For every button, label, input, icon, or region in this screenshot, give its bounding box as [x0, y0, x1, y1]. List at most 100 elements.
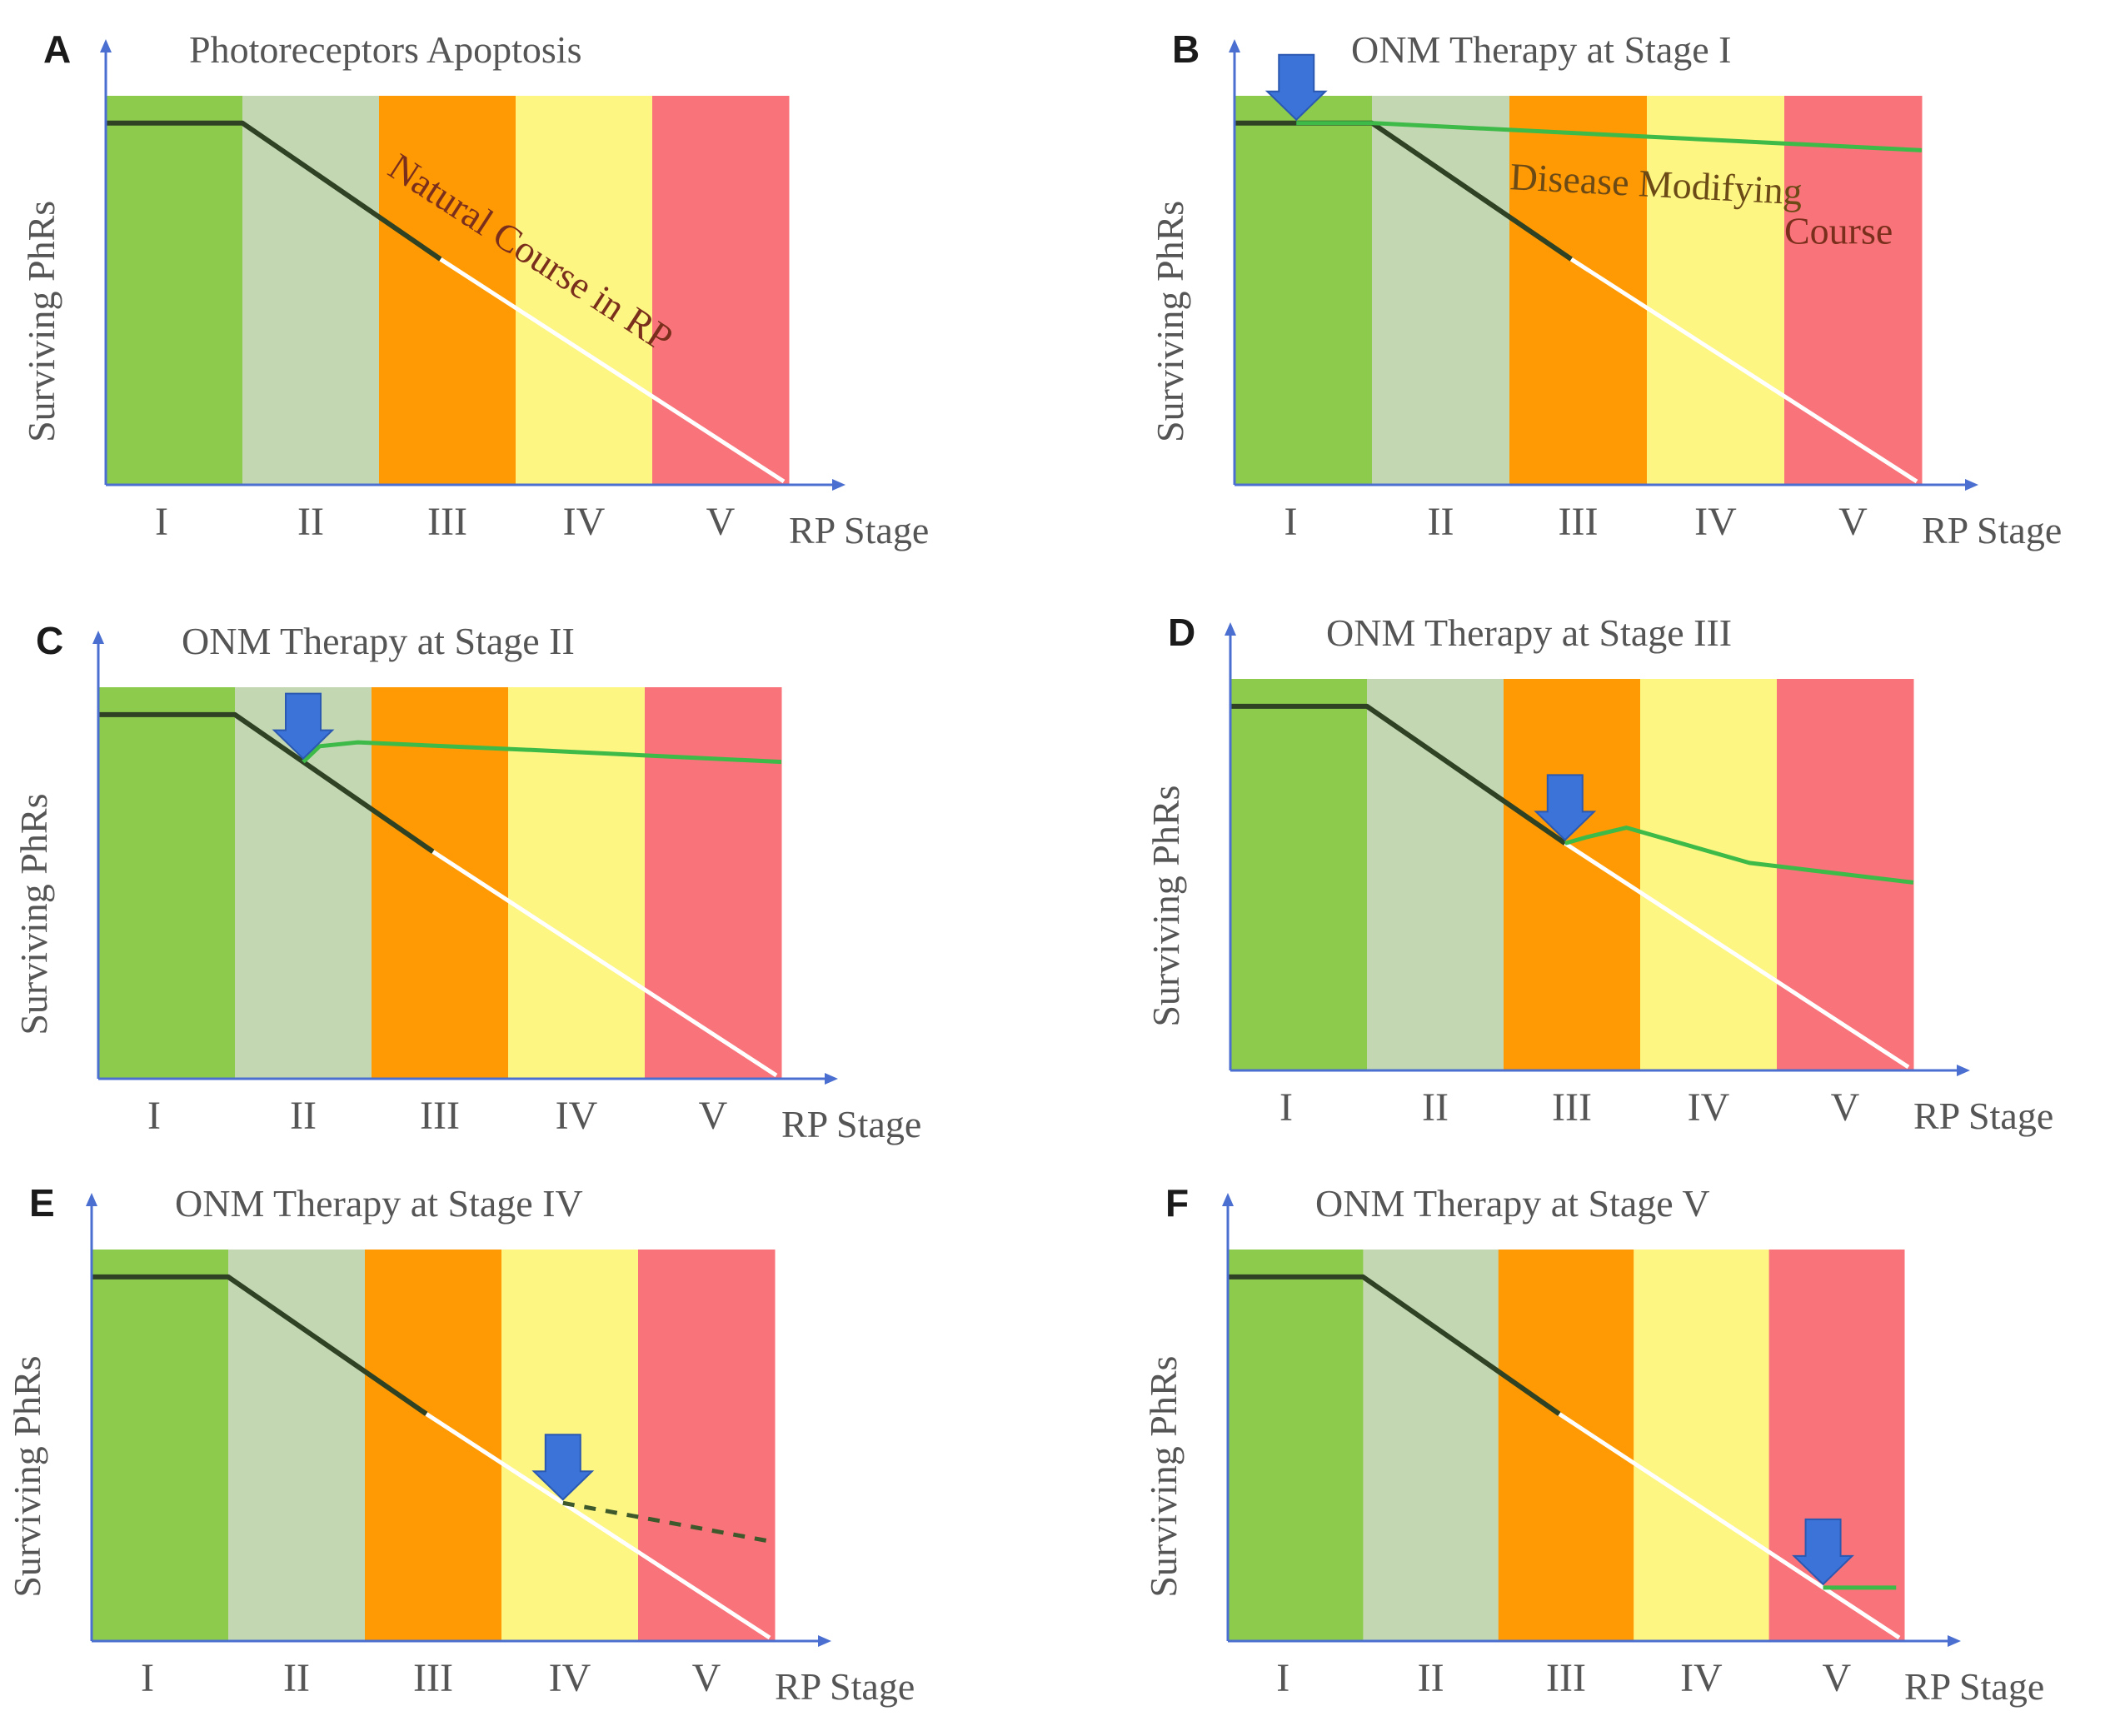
y-axis-label: Surviving PhRs [1149, 201, 1191, 442]
stage-band-ii [228, 1250, 366, 1641]
axes [86, 1193, 831, 1647]
x-tick-label-iv: IV [1694, 500, 1737, 544]
x-tick-label-ii: II [1428, 500, 1454, 544]
stage-band-v [1784, 96, 1923, 485]
y-axis-label: Surviving PhRs [6, 1356, 48, 1598]
x-tick-label-i: I [1279, 1085, 1293, 1130]
x-tick-label-v: V [706, 500, 736, 544]
panel-letter: A [43, 27, 71, 71]
x-tick-label-v: V [1831, 1085, 1860, 1130]
stage-band-v [1768, 1250, 1905, 1641]
natural-course-projection-line [425, 1412, 771, 1640]
y-axis-arrowhead [86, 1193, 97, 1206]
x-tick-label-iii: III [427, 500, 467, 544]
stage-band-iii [379, 96, 516, 485]
y-axis-arrowhead [1229, 39, 1240, 52]
panel-letter: C [36, 619, 63, 662]
x-tick-label-iii: III [413, 1656, 453, 1700]
stage-band-iv [516, 96, 653, 485]
y-axis-arrowhead [1225, 622, 1236, 636]
stage-band-i [1228, 1250, 1364, 1641]
x-tick-label-ii: II [290, 1094, 317, 1138]
natural-course-projection-line [1569, 257, 1918, 484]
stage-band-iv [1647, 96, 1785, 485]
y-axis-label: Surviving PhRs [1145, 786, 1187, 1027]
stage-band-ii [1363, 1250, 1499, 1641]
y-axis-label: Surviving PhRs [12, 794, 55, 1035]
x-axis-arrowhead [825, 1073, 838, 1085]
panel-title: ONM Therapy at Stage III [1326, 611, 1732, 654]
panel-a: A Photoreceptors Apoptosis Surviving PhRs I… [20, 27, 929, 551]
x-tick-label-iii: III [1546, 1656, 1586, 1700]
x-tick-label-iv: IV [1680, 1656, 1723, 1700]
panel-title: ONM Therapy at Stage II [182, 620, 575, 662]
panel-title: ONM Therapy at Stage V [1315, 1182, 1710, 1225]
x-tick-label-iv: IV [563, 500, 606, 544]
natural-course-line [98, 711, 435, 854]
x-tick-label-iii: III [420, 1094, 460, 1138]
x-axis-label: RP Stage [781, 1103, 921, 1145]
stage-band-iv [508, 687, 646, 1079]
stage-band-iv [1640, 679, 1778, 1070]
down-arrow-icon [1534, 774, 1597, 841]
panel-letter: F [1165, 1181, 1189, 1225]
stage-band-ii [1372, 96, 1510, 485]
x-tick-label-iii: III [1559, 500, 1599, 544]
x-axis-label: RP Stage [1904, 1665, 2044, 1708]
therapy-course-line [1296, 121, 1923, 152]
therapy-course-line [302, 740, 782, 765]
stage-band-v [645, 687, 782, 1079]
y-axis-arrowhead [100, 39, 112, 52]
y-axis-label: Surviving PhRs [1142, 1356, 1185, 1598]
x-tick-label-ii: II [297, 500, 324, 544]
axes [1229, 39, 1978, 491]
stage-band-ii [242, 96, 380, 485]
x-tick-label-i: I [1276, 1656, 1289, 1700]
natural-course-line [92, 1274, 428, 1416]
axes [1222, 1193, 1961, 1647]
x-tick-label-ii: II [1422, 1085, 1449, 1130]
down-arrow-icon [531, 1434, 595, 1501]
stage-band-i [1235, 96, 1373, 485]
stage-band-v [638, 1250, 776, 1641]
down-arrow-icon [1265, 53, 1328, 122]
x-tick-label-iv: IV [549, 1656, 591, 1700]
stage-band-i [106, 96, 243, 485]
x-axis-arrowhead [1957, 1065, 1970, 1076]
panel-title: ONM Therapy at Stage I [1351, 28, 1731, 71]
stage-band-iii [365, 1250, 502, 1641]
x-tick-label-i: I [155, 500, 168, 544]
panel-letter: B [1172, 27, 1200, 71]
x-tick-label-v: V [699, 1094, 728, 1138]
stage-band-v [652, 96, 790, 485]
x-axis-label: RP Stage [1913, 1095, 2053, 1137]
panel-d: D ONM Therapy at Stage III Surviving PhRs I… [1145, 611, 2053, 1137]
panel-letter: D [1168, 611, 1195, 654]
stage-band-iii [372, 687, 509, 1079]
stage-band-iii [1509, 96, 1648, 485]
axes [100, 39, 846, 491]
stage-band-i [98, 687, 236, 1079]
panel-title: Photoreceptors Apoptosis [189, 28, 581, 71]
y-axis-label: Surviving PhRs [20, 201, 62, 442]
down-arrow-icon [272, 692, 335, 761]
natural-course-line [106, 120, 442, 262]
x-axis-arrowhead [1965, 479, 1978, 491]
y-axis-arrowhead [1222, 1193, 1234, 1206]
natural-course-projection-line [1564, 841, 1910, 1070]
x-axis-label: RP Stage [1922, 509, 2062, 551]
stage-band-i [92, 1250, 229, 1641]
therapy-course-line [562, 1500, 776, 1544]
x-axis-arrowhead [1948, 1635, 1961, 1647]
stage-band-iii [1498, 1250, 1634, 1641]
x-tick-label-v: V [1822, 1656, 1851, 1700]
x-axis-label: RP Stage [775, 1665, 915, 1708]
x-tick-label-iii: III [1552, 1085, 1592, 1130]
natural-course-projection-line [1558, 1412, 1901, 1640]
stage-band-iii [1504, 679, 1641, 1070]
x-tick-label-i: I [147, 1094, 161, 1138]
